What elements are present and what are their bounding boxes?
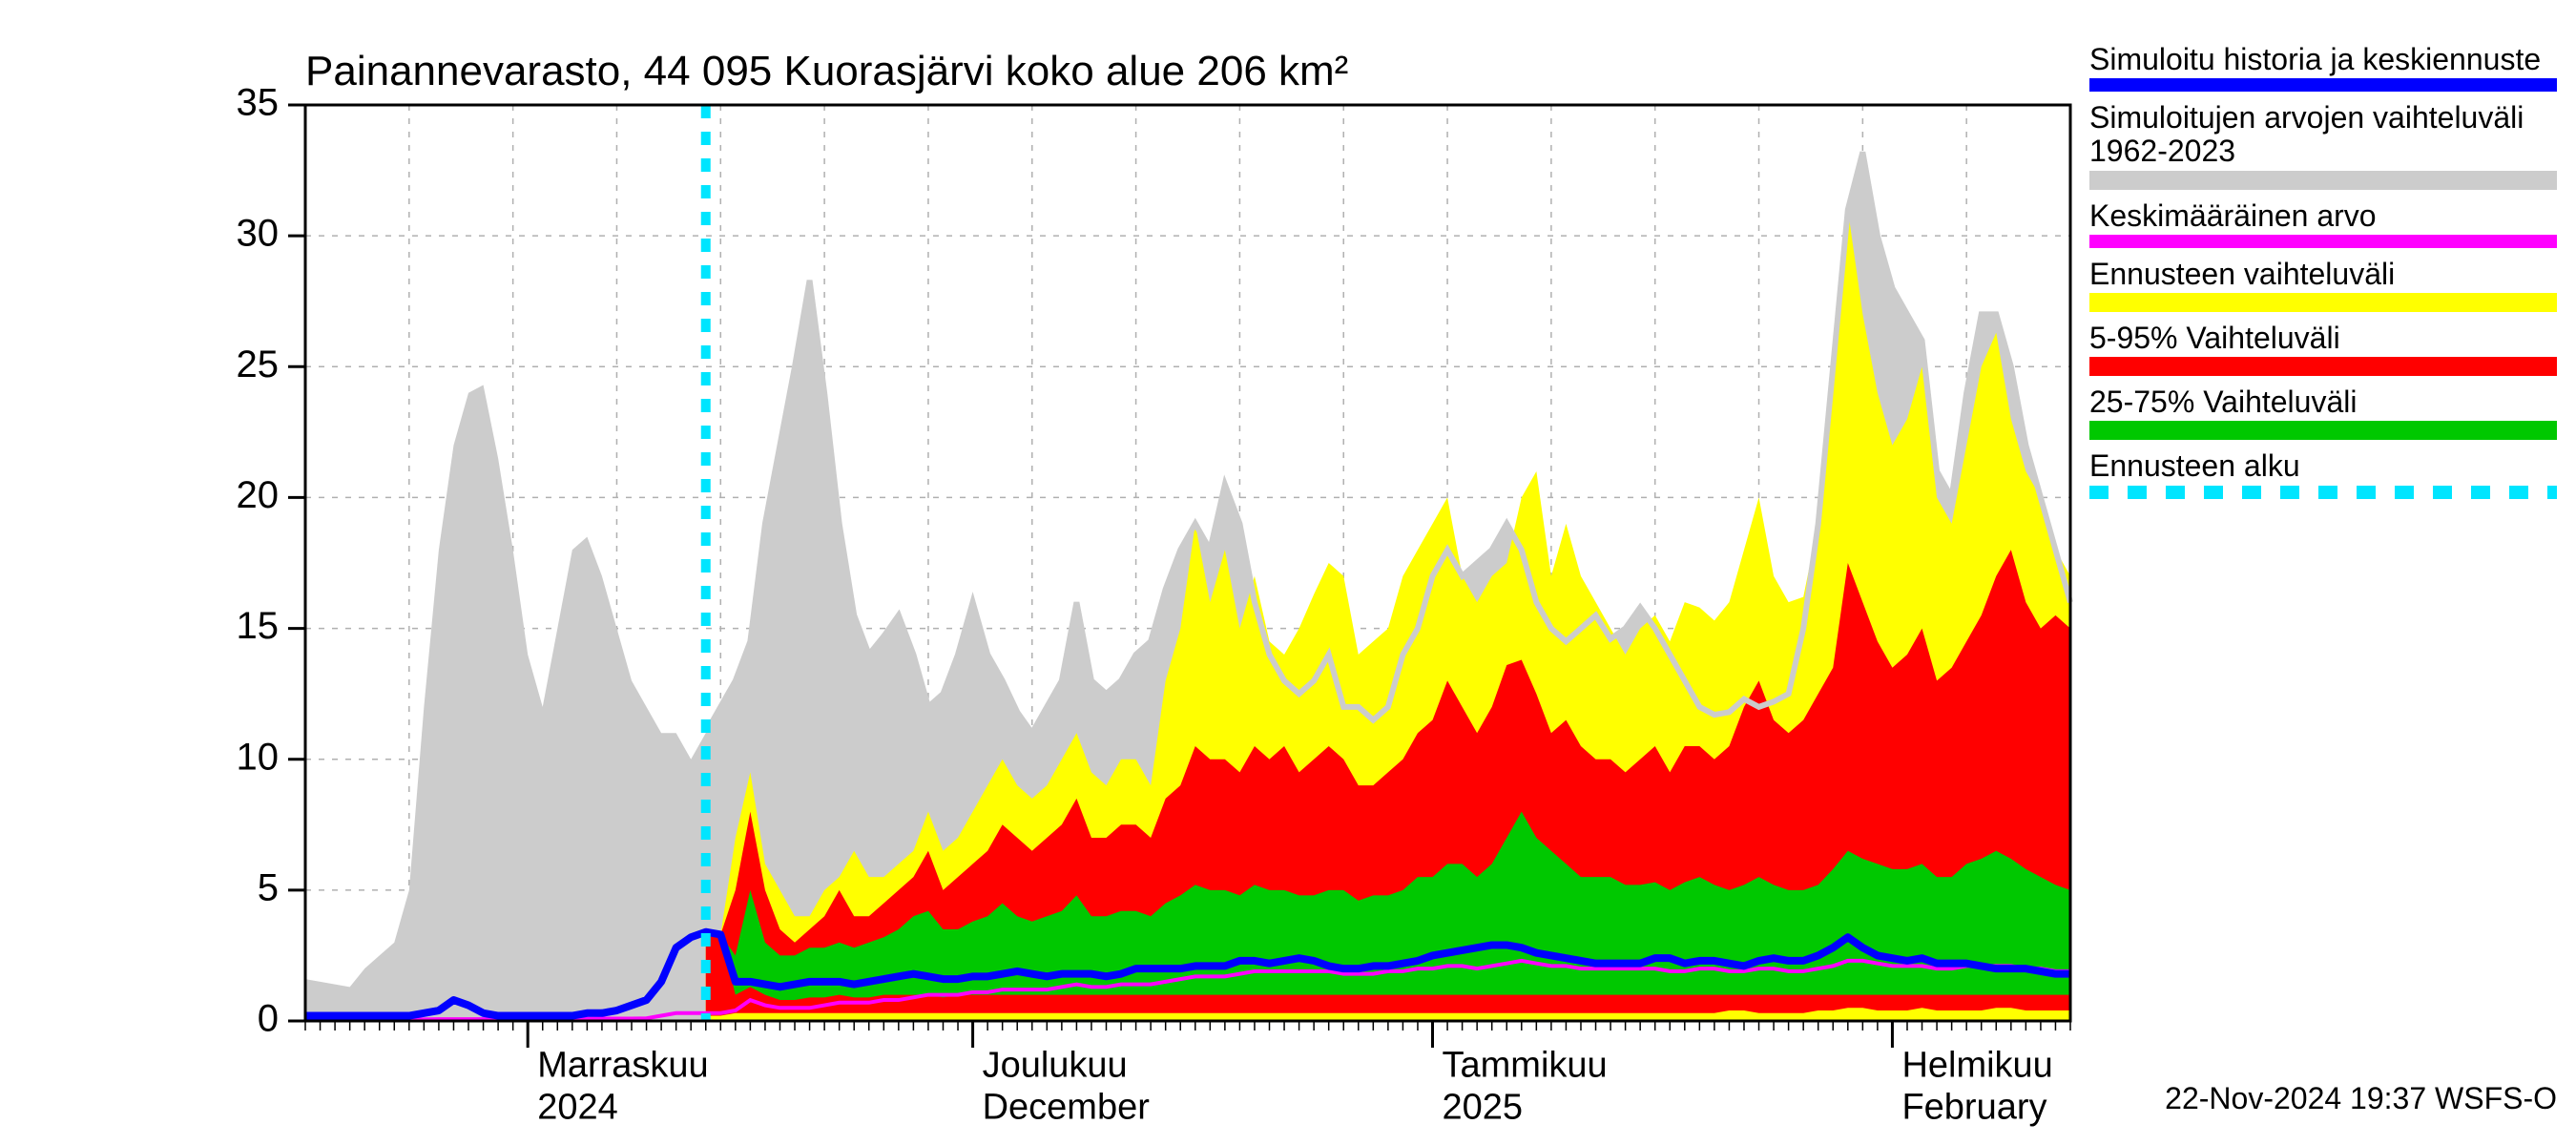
svg-text:December: December — [983, 1087, 1151, 1127]
legend: Simuloitu historia ja keskiennuste Simulo… — [2089, 43, 2557, 509]
legend-swatch — [2089, 421, 2557, 440]
svg-text:20: 20 — [237, 474, 280, 516]
chart-container: Painannevarasto / Depression storage mm … — [0, 0, 2576, 1145]
svg-text:Tammikuu: Tammikuu — [1443, 1045, 1608, 1085]
legend-item: Ennusteen vaihteluväli — [2089, 258, 2557, 312]
legend-label: Simuloitu historia ja keskiennuste — [2089, 43, 2557, 76]
legend-item: Ennusteen alku — [2089, 449, 2557, 498]
legend-swatch — [2089, 293, 2557, 312]
legend-label: 25-75% Vaihteluväli — [2089, 385, 2557, 419]
legend-label: Simuloitujen arvojen vaihteluväli 1962-2… — [2089, 101, 2557, 168]
svg-text:25: 25 — [237, 344, 280, 385]
legend-swatch — [2089, 357, 2557, 376]
svg-text:Marraskuu: Marraskuu — [537, 1045, 709, 1085]
svg-text:10: 10 — [237, 736, 280, 778]
legend-swatch — [2089, 171, 2557, 190]
svg-text:2024: 2024 — [537, 1087, 618, 1127]
svg-text:February: February — [1901, 1087, 2046, 1127]
svg-text:5: 5 — [258, 866, 279, 908]
legend-swatch — [2089, 235, 2557, 248]
chart-title: Painannevarasto, 44 095 Kuorasjärvi koko… — [305, 48, 1348, 95]
legend-item: Simuloitujen arvojen vaihteluväli 1962-2… — [2089, 101, 2557, 189]
chart-footer-timestamp: 22-Nov-2024 19:37 WSFS-O — [2165, 1081, 2557, 1116]
svg-text:0: 0 — [258, 998, 279, 1040]
svg-text:15: 15 — [237, 605, 280, 647]
legend-label: 5-95% Vaihteluväli — [2089, 322, 2557, 355]
legend-label: Ennusteen alku — [2089, 449, 2557, 483]
legend-label: Ennusteen vaihteluväli — [2089, 258, 2557, 291]
svg-text:Joulukuu: Joulukuu — [983, 1045, 1128, 1085]
legend-swatch — [2089, 486, 2557, 499]
legend-item: Keskimääräinen arvo — [2089, 199, 2557, 248]
legend-item: 25-75% Vaihteluväli — [2089, 385, 2557, 440]
legend-swatch — [2089, 78, 2557, 92]
svg-text:35: 35 — [237, 82, 280, 124]
svg-text:2025: 2025 — [1443, 1087, 1524, 1127]
legend-item: 5-95% Vaihteluväli — [2089, 322, 2557, 376]
svg-text:Helmikuu: Helmikuu — [1901, 1045, 2052, 1085]
legend-label: Keskimääräinen arvo — [2089, 199, 2557, 233]
svg-text:30: 30 — [237, 213, 280, 255]
legend-item: Simuloitu historia ja keskiennuste — [2089, 43, 2557, 92]
